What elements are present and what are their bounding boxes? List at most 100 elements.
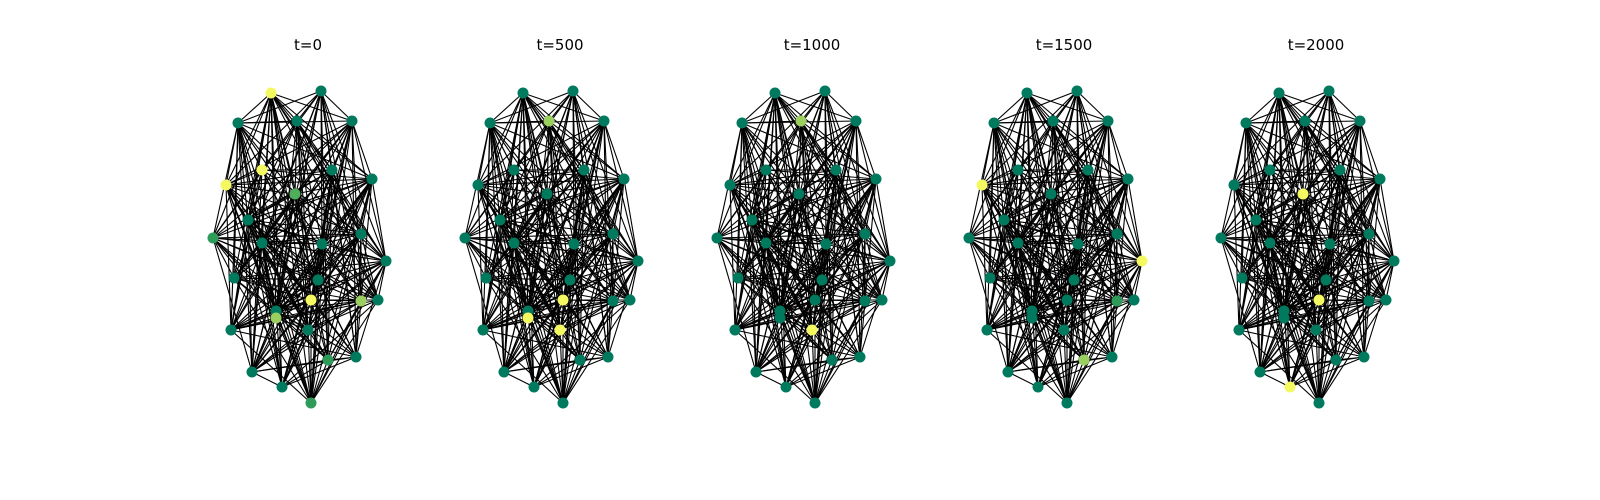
- panel-t500: t=500: [430, 0, 690, 500]
- nodes: [207, 85, 392, 409]
- graph-edge: [327, 178, 373, 361]
- graph-edge: [1318, 299, 1387, 404]
- graph-edge: [1003, 169, 1019, 221]
- graph-edge: [968, 237, 1009, 373]
- graph-edge: [1007, 169, 1019, 373]
- graph-node: [1068, 274, 1080, 286]
- graph-edge: [824, 90, 891, 262]
- graph-edge: [981, 178, 1129, 186]
- graph-edge: [499, 169, 515, 221]
- graph-node: [830, 164, 842, 176]
- graph-edge: [1017, 242, 1079, 245]
- graph-edge: [320, 90, 387, 262]
- graph-edge: [513, 178, 625, 244]
- graph-edge: [612, 233, 639, 262]
- graph-node: [795, 115, 807, 127]
- graph-edge: [247, 219, 362, 235]
- graph-edge: [1111, 260, 1143, 358]
- graph-edge: [734, 310, 781, 331]
- graph-node: [242, 214, 254, 226]
- graph-edge: [729, 120, 857, 186]
- graph-node: [557, 294, 569, 306]
- graph-edge: [1241, 92, 1280, 279]
- graph-edge: [716, 237, 739, 279]
- graph-node: [850, 115, 862, 127]
- graph-edge: [734, 122, 743, 331]
- graph-edge: [355, 260, 387, 358]
- graph-node: [729, 324, 741, 336]
- graph-edge: [1238, 169, 1271, 331]
- graph-edge: [562, 299, 631, 404]
- graph-edge: [1245, 122, 1381, 180]
- graph-node: [976, 179, 988, 191]
- graph-node: [256, 164, 268, 176]
- graph-node: [876, 294, 888, 306]
- graph-node: [1324, 238, 1336, 250]
- graph-edge: [477, 169, 515, 186]
- graph-edge: [247, 219, 253, 373]
- graph-edge: [527, 279, 571, 312]
- graph-node: [981, 324, 993, 336]
- graph-edge: [499, 219, 535, 388]
- graph-edge: [261, 169, 373, 180]
- graph-edge: [233, 92, 272, 279]
- graph-edge: [230, 329, 312, 404]
- graph-node: [380, 255, 392, 267]
- graph-node: [522, 312, 534, 324]
- graph-edge: [310, 359, 329, 404]
- graph-edge: [1233, 184, 1257, 221]
- graph-edge: [989, 277, 1118, 302]
- graph-edge: [814, 300, 866, 404]
- graph-edge: [503, 260, 639, 373]
- graph-edge: [864, 233, 891, 262]
- graph-edge: [968, 237, 1079, 245]
- graph-edge: [765, 169, 877, 180]
- graph-edge: [559, 260, 639, 331]
- graph-node: [854, 351, 866, 363]
- graph-edge: [821, 279, 861, 358]
- graph-node: [1278, 312, 1290, 324]
- graph-edge: [1077, 233, 1118, 245]
- graph-edge: [230, 329, 357, 358]
- graph-edge: [212, 233, 362, 239]
- graph-edge: [968, 233, 1118, 239]
- graph-edge: [482, 169, 515, 331]
- graph-node: [541, 188, 553, 200]
- graph-edge: [477, 92, 524, 186]
- graph-node: [1233, 324, 1245, 336]
- graph-edge: [824, 90, 857, 122]
- graph-edge: [1220, 237, 1243, 279]
- graph-edge: [986, 329, 1068, 404]
- graph-edge: [716, 178, 877, 239]
- graph-edge: [275, 300, 362, 312]
- graph-edge: [1037, 359, 1085, 388]
- graph-edge: [527, 310, 535, 388]
- graph-edge: [814, 299, 883, 404]
- graph-edge: [533, 359, 581, 388]
- graph-node: [998, 214, 1010, 226]
- graph-canvas: [459, 85, 644, 409]
- panel-t2000: t=2000: [1186, 0, 1446, 500]
- graph-edge: [1283, 317, 1320, 404]
- graph-edge: [477, 120, 605, 186]
- graph-edge: [489, 92, 524, 124]
- graph-edge: [986, 279, 1075, 331]
- graph-node: [346, 115, 358, 127]
- graph-edge: [1083, 178, 1129, 361]
- graph-node: [528, 381, 540, 393]
- graph-edge: [247, 219, 319, 281]
- graph-node: [1106, 351, 1118, 363]
- graph-edge: [814, 243, 827, 301]
- graph-edge: [785, 329, 813, 388]
- graph-node: [598, 115, 610, 127]
- graph-node: [984, 272, 996, 284]
- graph-edge: [212, 237, 235, 279]
- graph-edge: [562, 178, 625, 404]
- graph-node: [484, 117, 496, 129]
- graph-edge: [1076, 90, 1109, 122]
- graph-edge: [489, 122, 625, 180]
- graph-edge: [1073, 178, 1129, 281]
- graph-edge: [821, 279, 883, 301]
- graph-edge: [464, 237, 505, 373]
- graph-edge: [1116, 233, 1135, 301]
